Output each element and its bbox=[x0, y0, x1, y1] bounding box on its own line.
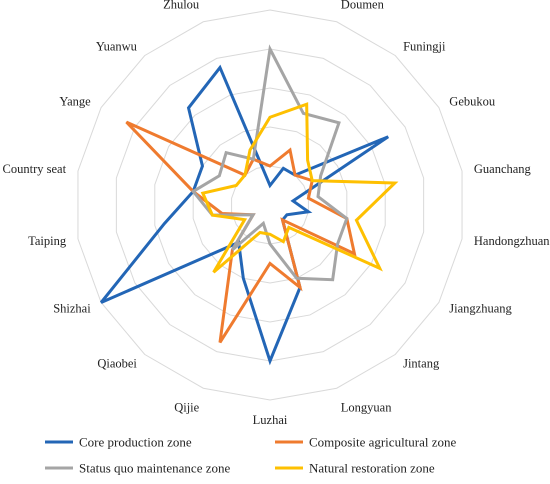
legend-label: Natural restoration zone bbox=[309, 461, 435, 476]
category-label: Luzhai bbox=[253, 413, 288, 427]
category-label: Country seat bbox=[3, 162, 67, 176]
series-line-1 bbox=[99, 64, 390, 366]
category-label: Guanchang bbox=[474, 162, 532, 176]
legend: Core production zone Composite agricultur… bbox=[45, 435, 457, 476]
category-label: Yuanwu bbox=[96, 39, 138, 53]
grid-ring-5 bbox=[77, 9, 463, 401]
category-labels: DabinDoumenFuningjiGebukouGuanchangHando… bbox=[3, 0, 550, 427]
category-label: Jiangzhuang bbox=[449, 302, 512, 316]
category-label: Funingji bbox=[403, 39, 446, 53]
radar-grid bbox=[77, 9, 463, 401]
legend-label: Composite agricultural zone bbox=[309, 435, 457, 450]
category-label: Qiaobei bbox=[97, 357, 137, 371]
category-label: Qijie bbox=[174, 401, 199, 415]
category-label: Jintang bbox=[403, 357, 440, 371]
category-label: Zhulou bbox=[163, 0, 200, 12]
category-label: Yange bbox=[59, 95, 91, 109]
category-label: Shizhai bbox=[53, 302, 91, 316]
legend-label: Status quo maintenance zone bbox=[79, 461, 230, 476]
category-label: Handongzhuang bbox=[474, 234, 550, 248]
grid-ring-4 bbox=[115, 48, 425, 362]
radar-series bbox=[99, 44, 399, 366]
category-label: Doumen bbox=[341, 0, 385, 12]
series-line-3 bbox=[190, 44, 349, 282]
category-label: Taiping bbox=[28, 234, 67, 248]
legend-label: Core production zone bbox=[79, 435, 192, 450]
category-label: Longyuan bbox=[341, 401, 392, 415]
category-label: Gebukou bbox=[449, 95, 496, 109]
series-line-4 bbox=[200, 102, 399, 274]
grid-ring-3 bbox=[154, 87, 386, 323]
